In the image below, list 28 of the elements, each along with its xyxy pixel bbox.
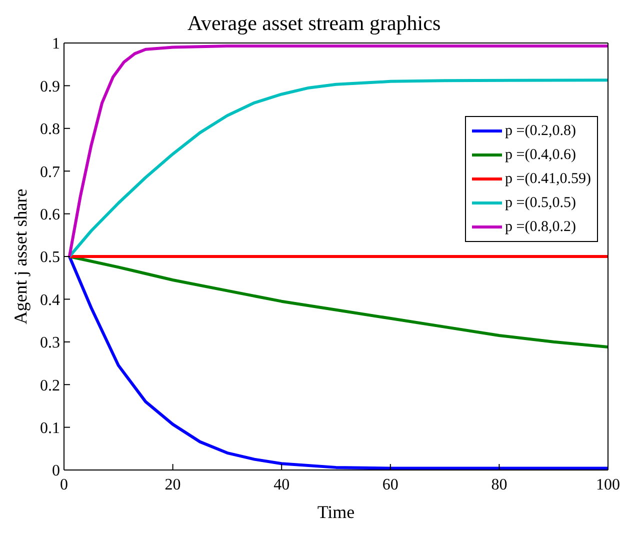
y-axis-title: Agent j asset share: [10, 188, 30, 324]
y-tick-label: 0: [52, 462, 60, 480]
x-axis-title: Time: [317, 502, 355, 522]
x-tick-label: 60: [382, 476, 398, 494]
y-tick-label: 0.5: [40, 249, 60, 266]
line-series: [68, 255, 608, 470]
line-series: [68, 255, 608, 349]
legend-label: p =(0.41,0.59): [505, 170, 591, 188]
y-tick-label: 1: [52, 36, 60, 53]
legend-label: p =(0.2,0.8): [505, 122, 576, 140]
x-tick-label: 40: [274, 476, 290, 494]
x-tick-label: 80: [491, 476, 508, 494]
y-tick-label: 0.6: [40, 206, 60, 224]
legend-label: p =(0.5,0.5): [505, 194, 576, 212]
y-tick-label: 0.9: [40, 78, 60, 96]
legend-label: p =(0.4,0.6): [505, 146, 576, 164]
chart-title: Average asset stream graphics: [187, 11, 441, 35]
y-tick-label: 0.7: [40, 164, 60, 181]
line-series: [68, 78, 608, 258]
y-tick-label: 0.3: [40, 334, 60, 352]
y-tick-label: 0.2: [40, 377, 60, 394]
y-tick-label: 0.1: [40, 420, 60, 437]
x-tick-label: 100: [596, 476, 620, 494]
y-tick-label: 0.8: [40, 121, 60, 138]
x-tick-label: 20: [164, 476, 181, 494]
y-tick-label: 0.4: [40, 292, 60, 309]
legend-label: p =(0.8,0.2): [505, 218, 576, 236]
line-series: [68, 44, 608, 258]
